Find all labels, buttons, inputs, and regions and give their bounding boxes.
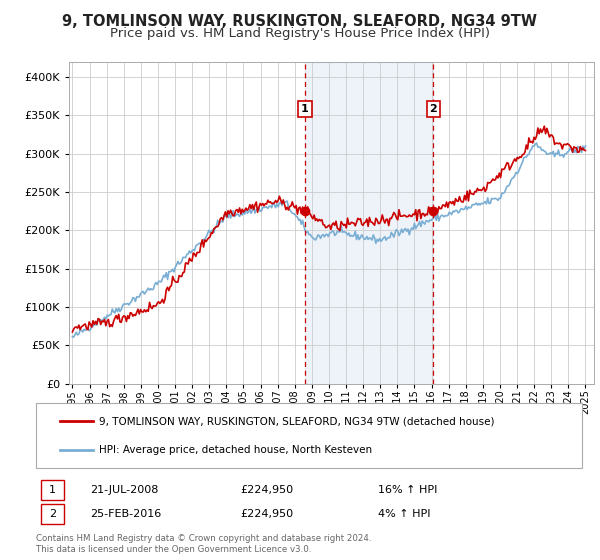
- Text: 9, TOMLINSON WAY, RUSKINGTON, SLEAFORD, NG34 9TW (detached house): 9, TOMLINSON WAY, RUSKINGTON, SLEAFORD, …: [99, 416, 494, 426]
- Text: 1: 1: [49, 485, 56, 495]
- Text: Price paid vs. HM Land Registry's House Price Index (HPI): Price paid vs. HM Land Registry's House …: [110, 27, 490, 40]
- Text: £224,950: £224,950: [240, 509, 293, 519]
- Text: 9, TOMLINSON WAY, RUSKINGTON, SLEAFORD, NG34 9TW: 9, TOMLINSON WAY, RUSKINGTON, SLEAFORD, …: [62, 14, 538, 29]
- Text: 25-FEB-2016: 25-FEB-2016: [90, 509, 161, 519]
- Text: 2: 2: [430, 104, 437, 114]
- Text: Contains HM Land Registry data © Crown copyright and database right 2024.: Contains HM Land Registry data © Crown c…: [36, 534, 371, 543]
- Bar: [305, 62, 433, 384]
- Text: 16% ↑ HPI: 16% ↑ HPI: [378, 485, 437, 495]
- Text: This data is licensed under the Open Government Licence v3.0.: This data is licensed under the Open Gov…: [36, 545, 311, 554]
- Text: HPI: Average price, detached house, North Kesteven: HPI: Average price, detached house, Nort…: [99, 445, 372, 455]
- Text: 2: 2: [49, 509, 56, 519]
- Text: 1: 1: [301, 104, 309, 114]
- Text: 4% ↑ HPI: 4% ↑ HPI: [378, 509, 431, 519]
- Text: £224,950: £224,950: [240, 485, 293, 495]
- Text: 21-JUL-2008: 21-JUL-2008: [90, 485, 158, 495]
